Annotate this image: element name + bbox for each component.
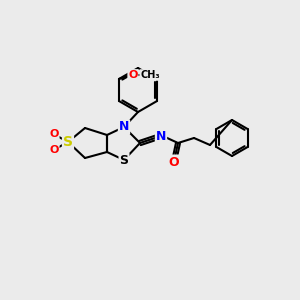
Text: CH₃: CH₃ [140, 70, 160, 80]
Text: O: O [169, 155, 179, 169]
Text: N: N [119, 121, 129, 134]
Text: N: N [156, 130, 166, 143]
Text: S: S [63, 135, 73, 149]
Text: O: O [49, 145, 59, 155]
Text: S: S [119, 154, 128, 166]
Text: O: O [128, 70, 138, 80]
Text: O: O [49, 129, 59, 139]
